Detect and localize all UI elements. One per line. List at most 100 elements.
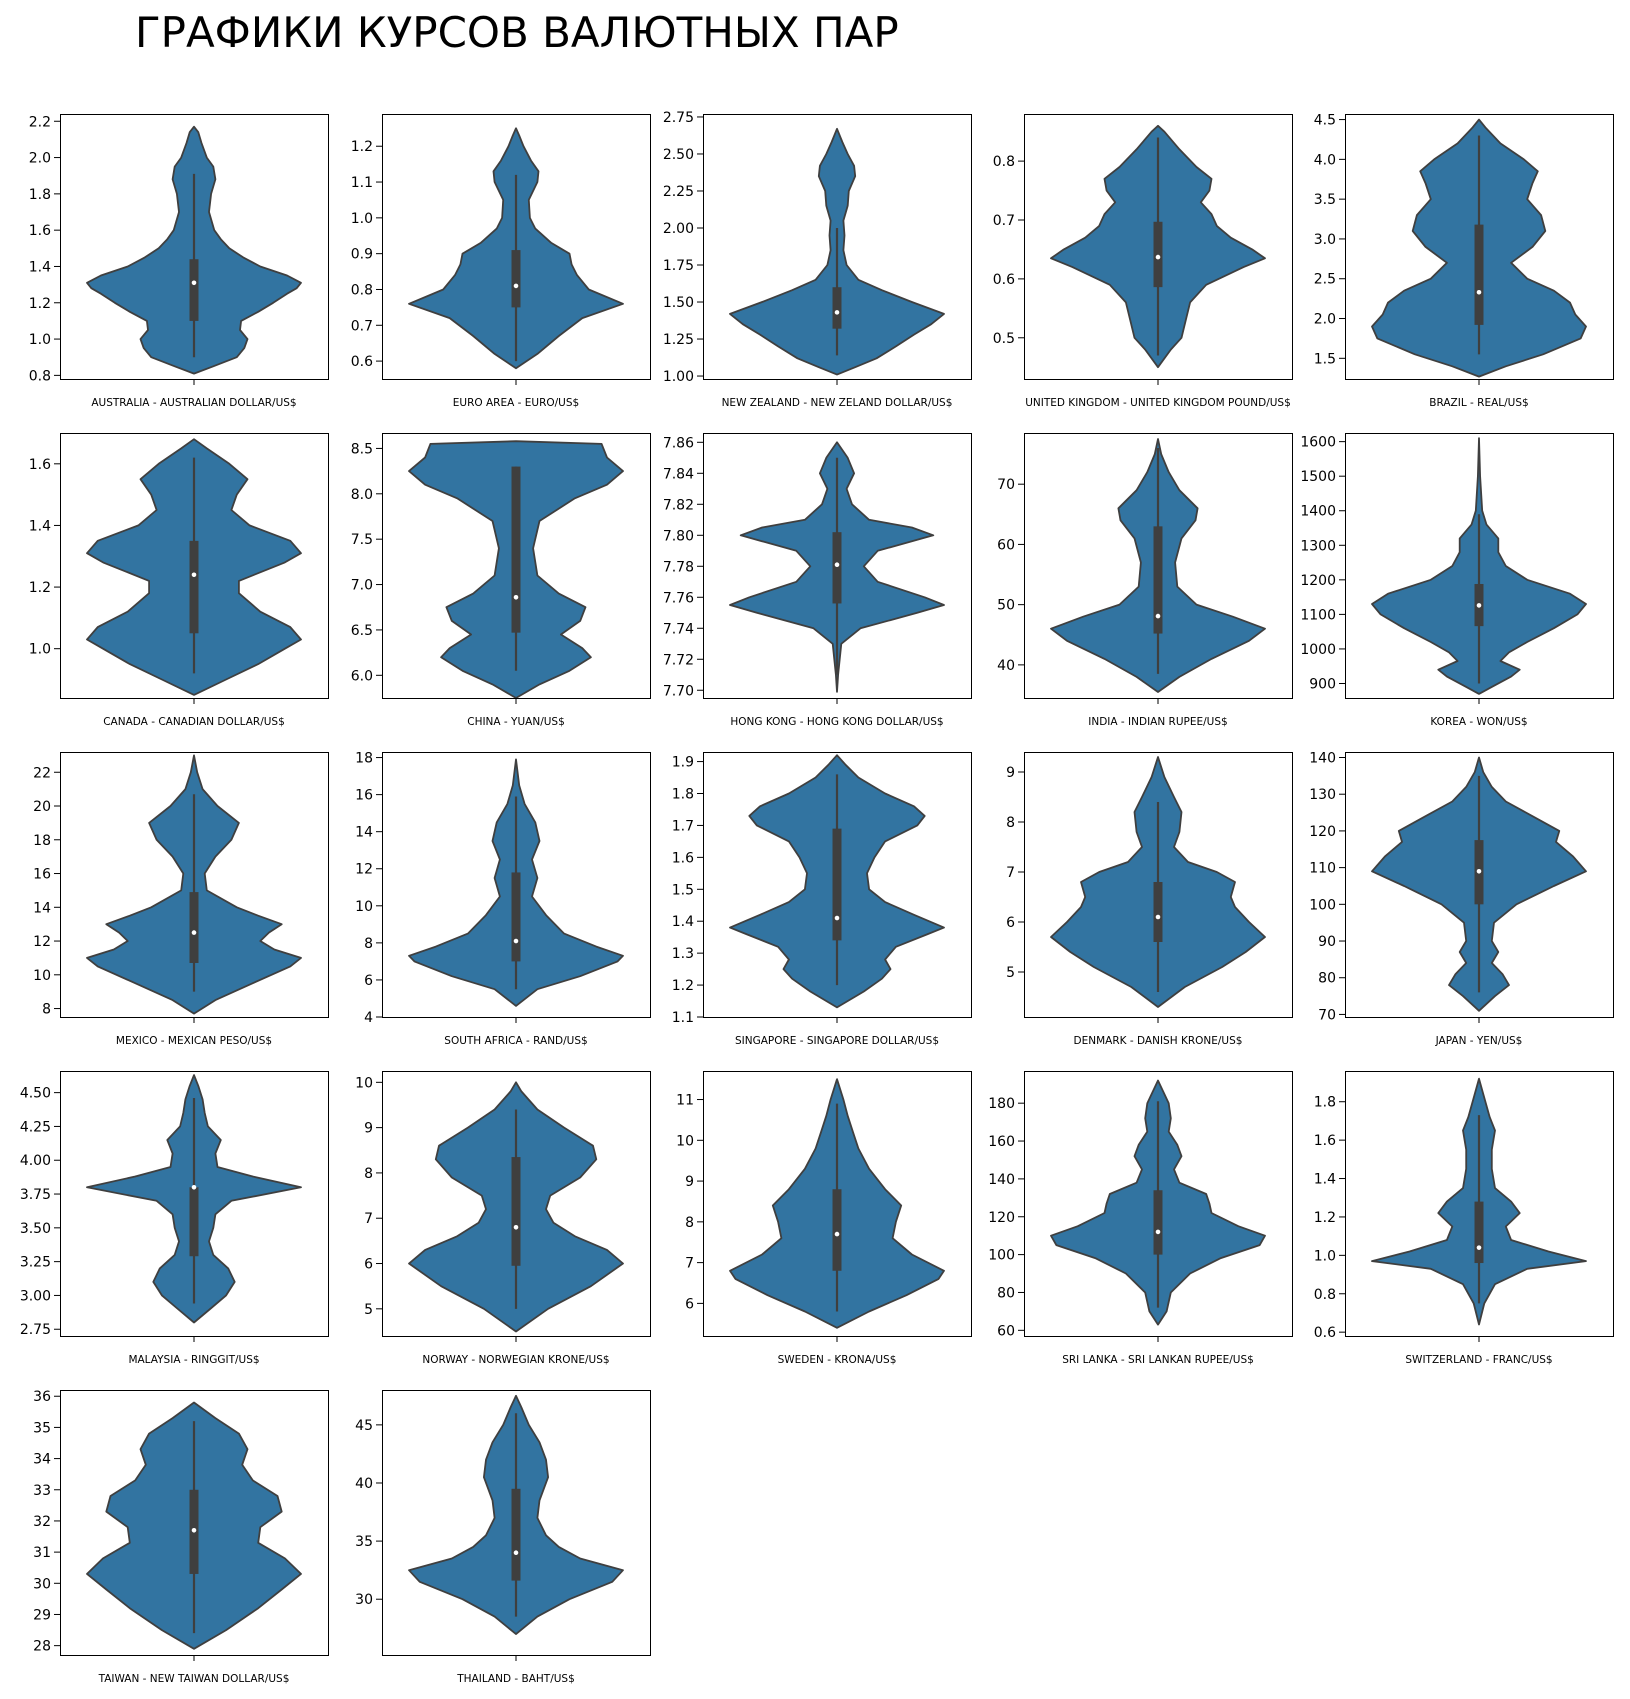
y-tick-label: 7.70 bbox=[663, 683, 694, 699]
subplot-4: 0.5 0.6 0.7 0.8 UNITED KINGDOM - UNITED KING… bbox=[993, 114, 1293, 409]
y-tick-label: 80 bbox=[997, 1285, 1015, 1301]
x-axis-label: CHINA - YUAN/US$ bbox=[467, 716, 565, 728]
subplot-1: 0.8 1.0 1.2 1.4 1.6 1.8 2.0 2.2 AUSTRALIA - AUST… bbox=[29, 114, 329, 409]
y-tick-label: 0.8 bbox=[1314, 1287, 1336, 1303]
y-tick-label: 60 bbox=[997, 537, 1015, 553]
y-tick-label: 6 bbox=[685, 1296, 694, 1312]
y-tick-label: 0.7 bbox=[993, 213, 1015, 229]
y-tick-label: 7.86 bbox=[663, 435, 694, 451]
y-tick-label: 9 bbox=[1006, 765, 1015, 781]
y-tick-label: 16 bbox=[355, 788, 373, 804]
iqr-box bbox=[511, 1157, 521, 1266]
y-tick-label: 8 bbox=[364, 1166, 373, 1182]
x-axis-label: UNITED KINGDOM - UNITED KINGDOM POUND/US… bbox=[1025, 397, 1291, 409]
subplot-20: 0.6 0.8 1.0 1.2 1.4 1.6 1.8 SWITZERLAND - FRANC… bbox=[1314, 1071, 1614, 1366]
y-tick-label: 1.0 bbox=[351, 211, 373, 227]
y-tick-label: 2.2 bbox=[29, 114, 51, 130]
y-tick-label: 1200 bbox=[1300, 573, 1336, 589]
x-axis-label: SWEDEN - KRONA/US$ bbox=[778, 1354, 897, 1366]
y-tick-label: 4.5 bbox=[1314, 113, 1336, 129]
y-tick-label: 120 bbox=[988, 1210, 1015, 1226]
y-tick-label: 70 bbox=[1318, 1007, 1336, 1023]
iqr-box bbox=[1153, 1190, 1163, 1255]
y-tick-label: 2.00 bbox=[663, 221, 694, 237]
y-tick-label: 2.25 bbox=[663, 184, 694, 200]
y-tick-label: 0.9 bbox=[351, 247, 373, 263]
y-tick-label: 1000 bbox=[1300, 642, 1336, 658]
iqr-box bbox=[189, 892, 199, 963]
subplot-14: 5 6 7 8 9 DENMARK - DANISH KRONE/US$ bbox=[1006, 752, 1293, 1047]
iqr-box bbox=[511, 1488, 521, 1581]
y-tick-label: 3.75 bbox=[20, 1187, 51, 1203]
y-tick-label: 100 bbox=[988, 1248, 1015, 1264]
iqr-box bbox=[832, 287, 842, 329]
median-point bbox=[1155, 914, 1161, 920]
y-tick-label: 14 bbox=[33, 900, 51, 916]
y-tick-label: 1.75 bbox=[663, 258, 694, 274]
y-tick-label: 7.0 bbox=[351, 578, 373, 594]
y-tick-label: 8.5 bbox=[351, 441, 373, 457]
subplot-8: 7.70 7.72 7.74 7.76 7.78 7.80 7.82 7.84 7.86 HONG… bbox=[663, 433, 972, 728]
y-tick-label: 10 bbox=[355, 1075, 373, 1091]
iqr-box bbox=[189, 259, 199, 321]
y-tick-label: 1.4 bbox=[29, 518, 51, 534]
median-point bbox=[191, 280, 197, 286]
median-point bbox=[191, 1184, 197, 1190]
x-axis-label: TAIWAN - NEW TAIWAN DOLLAR/US$ bbox=[98, 1673, 290, 1685]
y-tick-label: 35 bbox=[355, 1534, 373, 1550]
y-tick-label: 1.6 bbox=[29, 223, 51, 239]
y-tick-label: 18 bbox=[33, 833, 51, 849]
y-tick-label: 7.82 bbox=[663, 497, 694, 513]
x-axis-label: MEXICO - MEXICAN PESO/US$ bbox=[116, 1035, 272, 1047]
y-tick-label: 3.00 bbox=[20, 1288, 51, 1304]
subplot-5: 1.5 2.0 2.5 3.0 3.5 4.0 4.5 BRAZIL - REAL/US$ bbox=[1314, 113, 1614, 409]
subplot-2: 0.6 0.7 0.8 0.9 1.0 1.1 1.2 EURO AREA - EURO/US… bbox=[351, 114, 651, 409]
y-tick-label: 29 bbox=[33, 1607, 51, 1623]
y-tick-label: 1100 bbox=[1300, 607, 1336, 623]
x-axis-label: JAPAN - YEN/US$ bbox=[1435, 1035, 1523, 1047]
y-tick-label: 8 bbox=[685, 1215, 694, 1231]
y-tick-label: 1.00 bbox=[663, 369, 694, 385]
y-tick-label: 0.6 bbox=[1314, 1325, 1336, 1341]
y-tick-label: 3.25 bbox=[20, 1255, 51, 1271]
subplot-12: 4 6 8 10 12 14 16 18 SOUTH AFRICA - RAND/US$ bbox=[355, 751, 651, 1047]
subplot-10: 900 1000 1100 1200 1300 1400 1500 1600 KOREA - W… bbox=[1300, 433, 1614, 728]
subplot-22: 30 35 40 45 THAILAND - BAHT/US$ bbox=[355, 1390, 651, 1685]
y-tick-label: 1.0 bbox=[29, 332, 51, 348]
y-tick-label: 28 bbox=[33, 1639, 51, 1655]
iqr-box bbox=[832, 532, 842, 604]
y-tick-label: 3.0 bbox=[1314, 232, 1336, 248]
x-axis-label: NORWAY - NORWEGIAN KRONE/US$ bbox=[422, 1354, 609, 1366]
y-tick-label: 6 bbox=[364, 973, 373, 989]
y-tick-label: 8 bbox=[42, 1002, 51, 1018]
y-tick-label: 33 bbox=[33, 1483, 51, 1499]
y-tick-label: 1.5 bbox=[672, 882, 694, 898]
y-tick-label: 40 bbox=[355, 1476, 373, 1492]
median-point bbox=[1155, 254, 1161, 260]
x-axis-label: INDIA - INDIAN RUPEE/US$ bbox=[1088, 716, 1227, 728]
x-axis-label: SINGAPORE - SINGAPORE DOLLAR/US$ bbox=[735, 1035, 939, 1047]
median-point bbox=[1476, 603, 1482, 608]
y-tick-label: 0.7 bbox=[351, 318, 373, 334]
subplot-21: 28 29 30 31 32 33 34 35 36 TAIWAN - NEW TAIWAN DO… bbox=[33, 1389, 329, 1685]
x-axis-label: AUSTRALIA - AUSTRALIAN DOLLAR/US$ bbox=[91, 397, 296, 409]
y-tick-label: 4.25 bbox=[20, 1119, 51, 1135]
y-tick-label: 0.8 bbox=[993, 154, 1015, 170]
x-axis-label: NEW ZEALAND - NEW ZELAND DOLLAR/US$ bbox=[722, 397, 953, 409]
y-tick-label: 7 bbox=[685, 1256, 694, 1272]
y-tick-label: 40 bbox=[997, 658, 1015, 674]
y-tick-label: 1.4 bbox=[1314, 1172, 1336, 1188]
y-tick-label: 1500 bbox=[1300, 469, 1336, 485]
iqr-box bbox=[1153, 221, 1163, 288]
y-tick-label: 18 bbox=[355, 751, 373, 767]
subplot-6: 1.0 1.2 1.4 1.6 CANADA - CANADIAN DOLLAR/US$ bbox=[29, 433, 329, 728]
y-tick-label: 12 bbox=[33, 934, 51, 950]
y-tick-label: 14 bbox=[355, 825, 373, 841]
y-tick-label: 7.78 bbox=[663, 559, 694, 575]
y-tick-label: 1.8 bbox=[672, 787, 694, 803]
y-tick-label: 900 bbox=[1309, 676, 1336, 692]
y-tick-label: 3.5 bbox=[1314, 192, 1336, 208]
y-tick-label: 180 bbox=[988, 1096, 1015, 1112]
median-point bbox=[1476, 868, 1482, 874]
iqr-box bbox=[511, 872, 521, 962]
